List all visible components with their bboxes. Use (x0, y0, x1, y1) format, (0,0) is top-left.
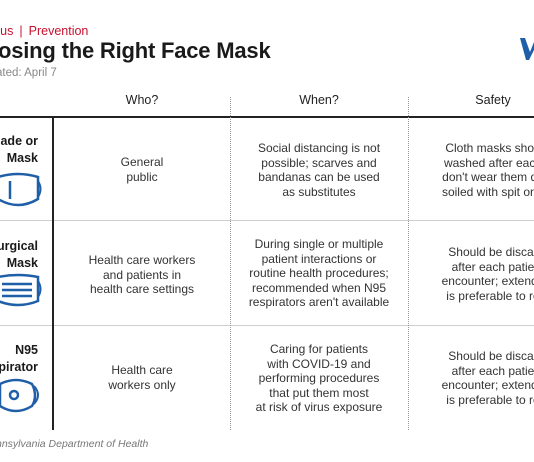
cell-line: encounter; extende (441, 378, 534, 392)
column-divider (408, 97, 409, 430)
column-header-who: Who? (125, 93, 159, 107)
cell-who: General public (54, 155, 230, 184)
row-divider (0, 325, 534, 326)
row-label-n95-respirator: N95 pirator (0, 342, 38, 376)
cell-line: is preferable to re (446, 392, 534, 407)
cell-line: possible; scarves and (261, 155, 377, 170)
cell-line: Health care workers (88, 253, 196, 267)
cell-line: as substitutes (282, 184, 356, 199)
cell-when: Social distancing is not possible; scarv… (230, 141, 408, 199)
cloth-mask-icon (0, 172, 42, 207)
cell-line: General (120, 155, 164, 169)
column-header-when: When? (299, 93, 339, 107)
cell-who: Health care workers and patients in heal… (54, 253, 230, 297)
cell-safety: Should be discar after each patie encoun… (408, 349, 534, 407)
row-label-line: urgical (0, 239, 38, 253)
cell-line: after each patie (451, 363, 534, 378)
cell-line: respirators aren't available (248, 295, 390, 309)
row-label-line: Mask (6, 151, 38, 165)
cell-line: soiled with spit or n (441, 184, 534, 199)
breadcrumb: rus | Prevention (0, 24, 88, 38)
cell-when: During single or multiple patient intera… (230, 237, 408, 310)
cell-line: public (126, 169, 158, 184)
cell-line: washed after each (443, 155, 534, 170)
cell-line: encounter; extende (441, 274, 534, 288)
row-divider (0, 220, 534, 221)
header-divider (0, 116, 534, 118)
cell-line: Cloth masks shou (445, 141, 534, 155)
cell-line: workers only (108, 377, 176, 392)
row-label-surgical-mask: urgical Mask (0, 238, 38, 272)
column-header-safety: Safety (475, 93, 511, 107)
cell-line: after each patie (451, 259, 534, 274)
cell-line: recommended when N95 (251, 280, 387, 295)
cell-line: During single or multiple (254, 237, 384, 251)
row-label-line: Mask (6, 256, 38, 270)
breadcrumb-section[interactable]: Prevention (28, 24, 89, 38)
surgical-mask-icon (0, 273, 42, 307)
cell-line: Health care (111, 363, 173, 377)
cell-line: with COVID-19 and (267, 356, 371, 371)
breadcrumb-topic[interactable]: rus (0, 24, 14, 38)
cell-line: routine health procedures; (249, 266, 389, 280)
cell-line: that put them most (269, 385, 369, 400)
updated-date: ated: April 7 (0, 67, 57, 79)
cell-safety: Should be discar after each patie encoun… (408, 245, 534, 303)
source-credit: nnsylvania Department of Health (0, 438, 149, 450)
page-title: osing the Right Face Mask (0, 38, 271, 63)
label-column-divider (52, 116, 54, 430)
row-label-line: ade or (0, 134, 38, 148)
cell-line: bandanas can be used (258, 170, 380, 184)
cell-line: and patients in (102, 267, 182, 282)
cell-line: is preferable to re (446, 288, 534, 303)
cell-when: Caring for patients with COVID-19 and pe… (230, 342, 408, 415)
cell-line: health care settings (89, 282, 195, 296)
cell-line: Should be discar (448, 245, 534, 259)
row-label-line: pirator (0, 360, 38, 374)
cell-line: at risk of virus exposure (255, 400, 383, 414)
n95-respirator-icon (0, 378, 39, 413)
column-divider (230, 97, 231, 430)
breadcrumb-separator: | (19, 24, 23, 38)
cell-line: Social distancing is not (257, 141, 381, 155)
cell-safety: Cloth masks shou washed after each don't… (408, 141, 534, 199)
cell-line: Should be discar (448, 349, 534, 363)
cell-line: patient interactions or (261, 251, 377, 266)
row-label-line: N95 (15, 343, 38, 357)
cell-who: Health care workers only (54, 363, 230, 392)
cell-line: don't wear them da (442, 170, 534, 184)
row-label-cloth-mask: ade or Mask (0, 133, 38, 167)
cell-line: performing procedures (258, 371, 380, 385)
cell-line: Caring for patients (269, 342, 369, 356)
logo-icon (520, 38, 534, 60)
